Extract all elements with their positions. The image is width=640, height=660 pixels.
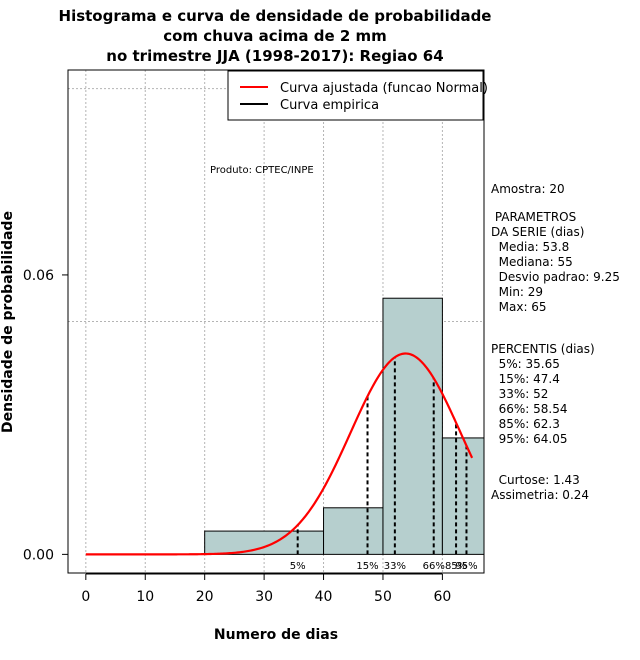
- sample-size: Amostra: 20: [491, 182, 565, 196]
- x-axis-label: Numero de dias: [214, 627, 338, 643]
- percentile-label-0: 5%: [290, 561, 306, 572]
- histogram-bar-2: [382, 297, 443, 555]
- legend-box: [227, 70, 484, 121]
- x-tick-label-6: 60: [433, 589, 451, 605]
- histogram-bar-1: [323, 507, 384, 555]
- percentiles-block: PERCENTIS (dias) 5%: 35.65 15%: 47.4 33%…: [491, 342, 595, 447]
- param-lines-6: Max: 65: [491, 300, 547, 314]
- perc-lines-0: PERCENTIS (dias): [491, 342, 595, 356]
- param-lines-5: Min: 29: [491, 285, 544, 299]
- y-axis-label: Densidade de probabilidade: [0, 211, 16, 433]
- y-axis: 0.00 0.06: [23, 268, 69, 563]
- x-tick-label-0: 0: [81, 589, 90, 605]
- chart-title-line-1: Histograma e curva de densidade de proba…: [58, 7, 492, 25]
- param-lines-0: PARAMETROS: [491, 210, 577, 224]
- percentile-label-5: 95%: [455, 561, 477, 572]
- x-tick-label-3: 30: [255, 589, 273, 605]
- series-parameters: PARAMETROS DA SERIE (dias) Media: 53.8 Me…: [491, 210, 620, 315]
- perc-lines-1: 5%: 35.65: [491, 357, 560, 371]
- legend-label-fit: Curva ajustada (funcao Normal): [280, 81, 488, 96]
- chart-title-line-3: no trimestre JJA (1998-2017): Regiao 64: [106, 47, 444, 65]
- legend: Curva ajustada (funcao Normal) Curva emp…: [227, 70, 488, 121]
- param-lines-4: Desvio padrao: 9.25: [491, 270, 620, 284]
- percentile-label-3: 66%: [423, 561, 445, 572]
- perc-lines-4: 66%: 58.54: [491, 402, 568, 416]
- percentile-label-1: 15%: [356, 561, 378, 572]
- param-lines-1: DA SERIE (dias): [491, 225, 585, 239]
- x-tick-label-5: 50: [374, 589, 392, 605]
- percentile-label-4: 85%: [445, 561, 467, 572]
- param-lines-3: Mediana: 55: [491, 255, 573, 269]
- chart-title-line-2: com chuva acima de 2 mm: [163, 27, 387, 45]
- percentile-label-2: 33%: [384, 561, 406, 572]
- product-annotation: Produto: CPTEC/INPE: [210, 165, 314, 176]
- legend-label-empirical: Curva empirica: [280, 98, 379, 113]
- x-tick-label-1: 10: [136, 589, 154, 605]
- x-tick-label-4: 40: [315, 589, 333, 605]
- shape-statistics: Curtose: 1.43 Assimetria: 0.24: [491, 473, 589, 503]
- y-tick-label-1: 0.06: [23, 268, 54, 284]
- perc-lines-6: 95%: 64.05: [491, 432, 568, 446]
- perc-lines-5: 85%: 62.3: [491, 417, 560, 431]
- histogram-bar-0: [204, 530, 325, 555]
- y-tick-label-0: 0.00: [23, 547, 54, 563]
- param-lines-2: Media: 53.8: [491, 240, 570, 254]
- perc-lines-3: 33%: 52: [491, 387, 549, 401]
- x-axis: 0 10 20 30 40 50 60: [81, 573, 451, 605]
- shape-lines-0: Curtose: 1.43: [491, 473, 580, 487]
- percentile-lines: 5% 15% 33% 66% 85%95%: [290, 357, 478, 572]
- shape-lines-1: Assimetria: 0.24: [491, 488, 590, 502]
- x-tick-label-2: 20: [196, 589, 214, 605]
- perc-lines-2: 15%: 47.4: [491, 372, 560, 386]
- normal-fit-curve: [85, 352, 474, 556]
- histogram-bar-3: [441, 437, 485, 555]
- histogram-bars: [204, 297, 485, 555]
